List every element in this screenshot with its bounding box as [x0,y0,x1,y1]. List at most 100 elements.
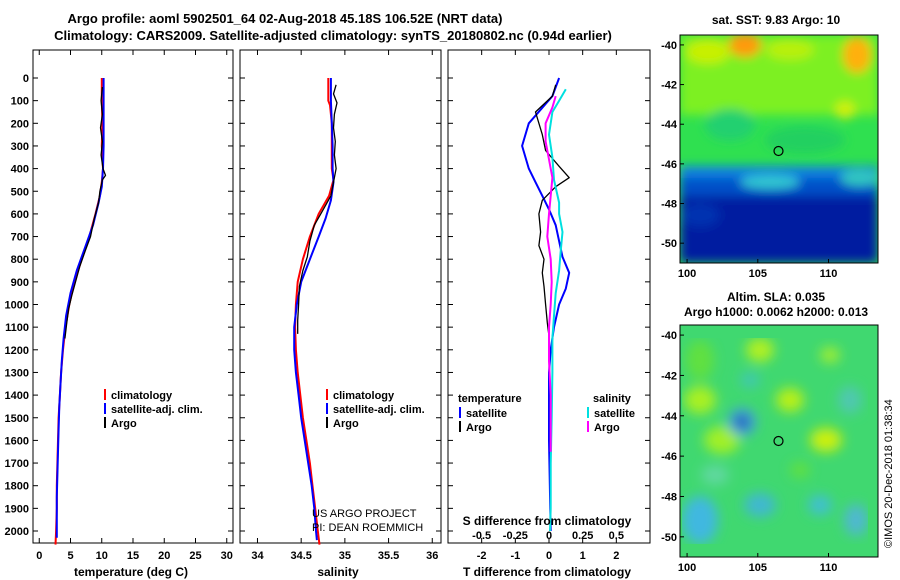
x-tick-label: 15 [127,550,139,562]
depth-tick-label: 1100 [5,322,29,334]
series-line [297,84,338,334]
depth-tick-label: 1200 [5,345,29,357]
legend-label: Argo [333,418,359,430]
sst-map-axes: 100 105 110 -40 -42 -44 -46 -48 -50 [661,40,837,280]
map-x-tick-label: 110 [820,562,838,574]
sla-map [680,325,878,557]
credit-project: US ARGO PROJECT [312,508,417,520]
series-line [534,84,570,337]
depth-tick-label: 900 [11,277,29,289]
legend-title: salinity [593,393,632,405]
x-tick-label: 5 [67,550,73,562]
x-tick-label: -1 [510,550,520,562]
legend-label: Argo [466,422,492,434]
depth-tick-label: 100 [11,96,29,108]
temperature-panel [32,49,234,544]
x-tick-label: 2 [613,550,619,562]
legend-layer: climatology satellite-adj. clim. Argo clima… [104,389,635,434]
sst-map [680,35,878,263]
depth-tick-label: 1500 [5,413,29,425]
map-y-tick-label: -44 [661,119,678,131]
legend-label: climatology [111,390,173,402]
sla-map-title: Altim. SLA: 0.035 [727,290,825,304]
salinity-panel [239,49,442,544]
sst-map-title: sat. SST: 9.83 Argo: 10 [712,13,841,27]
depth-tick-label: 0 [23,73,29,85]
x-tick-label: -2 [477,550,487,562]
sla-map-frame [679,324,879,558]
x-tick-label: 30 [221,550,233,562]
x-tick-label: 36 [426,550,438,562]
map-x-tick-label: 105 [749,268,767,280]
depth-tick-label: 600 [11,209,29,221]
legend-label: satellite [466,408,507,420]
map-x-tick-label: 110 [820,268,838,280]
series-line [521,77,571,532]
depth-tick-label: 700 [11,232,29,244]
depth-tick-label: 400 [11,164,29,176]
x2-tick-label: 0 [546,530,552,542]
map-y-tick-label: -46 [661,159,677,171]
depth-tick-label: 1000 [5,300,29,312]
legend-label: satellite-adj. clim. [333,404,425,416]
x2-tick-label: 0.5 [609,530,624,542]
x2-tick-label: -0.5 [472,530,491,542]
x-tick-label: 10 [96,550,108,562]
tdiff-axis-label: T difference from climatology [463,565,631,579]
sla-map-subtitle: Argo h1000: 0.0062 h2000: 0.013 [684,305,868,319]
legend-label: Argo [594,422,620,434]
depth-tick-label: 300 [11,141,29,153]
x2-tick-label: -0.25 [503,530,528,542]
map-y-tick-label: -40 [661,330,677,342]
sdiff-axis-label: S difference from climatology [463,514,632,528]
depth-tick-label: 200 [11,118,29,130]
x-tick-label: 20 [158,550,170,562]
x-tick-label: 0 [36,550,42,562]
sst-map-frame [679,34,879,264]
map-x-tick-label: 105 [749,562,767,574]
figure-title-line1: Argo profile: aoml 5902501_64 02-Aug-201… [68,11,503,26]
depth-tick-label: 500 [11,186,29,198]
x2-tick-label: 0.25 [572,530,593,542]
series-line [544,95,557,452]
x-tick-label: 1 [580,550,586,562]
salinity-axis-label: salinity [317,565,359,579]
series-line [54,78,104,545]
depth-tick-label: 1900 [5,503,29,515]
map-y-tick-label: -50 [661,238,677,250]
depth-tick-label: 1400 [5,390,29,402]
map-y-tick-label: -48 [661,199,677,211]
map-x-tick-label: 100 [678,268,696,280]
map-y-tick-label: -42 [661,370,677,382]
series-line [293,78,335,541]
depth-tick-label: 1700 [5,458,29,470]
x-tick-label: 0 [546,550,552,562]
depth-tick-label: 1800 [5,481,29,493]
legend-label: satellite-adj. clim. [111,404,203,416]
x-tick-label: 25 [189,550,201,562]
map-y-tick-label: -46 [661,451,677,463]
imos-timestamp: ©IMOS 20-Dec-2018 01:38:34 [883,399,895,548]
series-line [294,78,335,545]
map-x-tick-label: 100 [678,562,696,574]
legend-title: temperature [458,393,522,405]
axes-layer: 0100200300400500600700800900100011001200… [5,50,650,562]
x-tick-label: 34.5 [290,550,311,562]
lines-layer [54,77,571,545]
map-y-tick-label: -40 [661,40,677,52]
legend-label: satellite [594,408,635,420]
depth-tick-label: 1300 [5,367,29,379]
sla-argo-location-marker [773,435,784,447]
sla-map-axes: 100 105 110 -40 -42 -44 -46 -48 -50 [661,330,837,574]
depth-tick-label: 800 [11,254,29,266]
depth-tick-label: 1600 [5,435,29,447]
map-y-tick-label: -44 [661,411,678,423]
depth-tick-label: 2000 [5,526,29,538]
map-y-tick-label: -48 [661,491,677,503]
figure-title-line2: Climatology: CARS2009. Satellite-adjuste… [54,28,612,43]
series-line [55,78,105,538]
sst-argo-location-marker [773,145,784,157]
temperature-axis-label: temperature (deg C) [74,565,188,579]
legend-label: Argo [111,418,137,430]
x-tick-label: 35.5 [378,550,399,562]
